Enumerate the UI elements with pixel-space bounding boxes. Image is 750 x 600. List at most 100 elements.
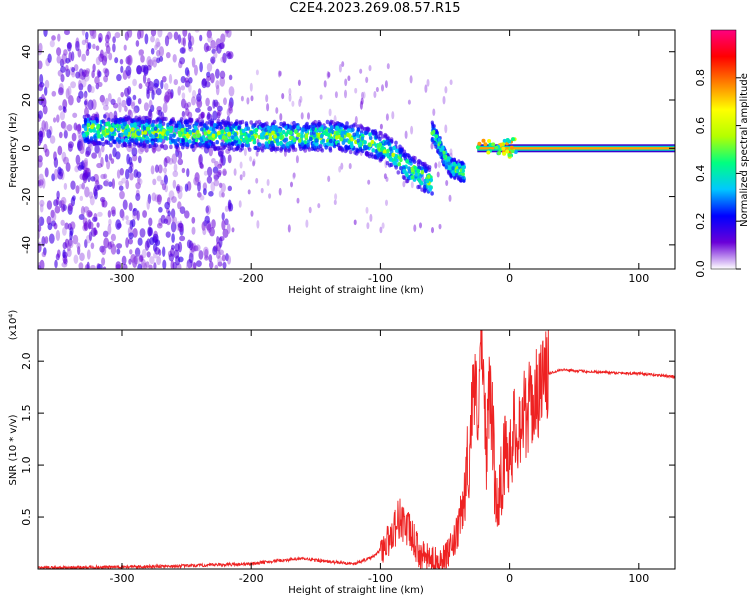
spectrogram-cell — [164, 201, 171, 210]
spectrogram-cell — [157, 164, 163, 174]
spectrogram-cell — [168, 253, 175, 262]
spectrogram-cell — [268, 132, 273, 137]
spectrogram-cell — [198, 141, 202, 147]
spectrogram-cell — [83, 126, 88, 132]
spectrogram-cell — [98, 32, 103, 43]
spectrogram-cell — [147, 129, 152, 135]
spectrogram-cell — [46, 129, 52, 139]
spectrogram-cell — [121, 210, 125, 221]
spectrogram-cell — [128, 258, 132, 265]
spectrogram-cell — [197, 181, 201, 192]
spectrogram-cell — [161, 75, 167, 83]
spectrogram-cell — [185, 142, 190, 147]
spectrogram-cell — [58, 87, 64, 96]
spectrogram-cell — [410, 125, 414, 135]
spectrogram-cell — [87, 42, 92, 50]
spectrogram-cell — [334, 193, 338, 201]
spectrogram-cell — [359, 68, 363, 74]
spectrogram-cell — [303, 148, 308, 153]
spectrogram-cell — [153, 137, 158, 143]
spectrogram-cell — [319, 94, 323, 100]
spectrogram-cell — [81, 182, 86, 190]
spectrogram-cell — [104, 97, 109, 107]
spectrogram-cell — [227, 132, 231, 137]
spectrogram-cell — [150, 48, 155, 55]
spectrogram-cell — [38, 242, 42, 253]
spectrogram-cell — [38, 110, 43, 119]
spectrogram-cell — [203, 123, 207, 128]
spectrogram-cell — [124, 129, 128, 134]
spectrogram-cell — [44, 167, 49, 178]
spectrogram-cell — [481, 138, 486, 143]
spectrogram-cell — [117, 139, 122, 145]
spectrogram-cell — [213, 99, 219, 107]
spectrogram-cell — [501, 146, 506, 151]
spectrogram-cell — [122, 142, 127, 147]
spectrogram-cell — [142, 144, 147, 149]
spectrogram-cell — [331, 120, 335, 125]
spectrogram-cell — [281, 143, 286, 148]
spectrogram-cell — [103, 114, 107, 119]
spectrogram-cell — [105, 122, 109, 127]
spectrogram-cell — [90, 30, 95, 40]
y-tick-label: 1.0 — [20, 456, 33, 474]
spectrogram-cell — [239, 134, 243, 140]
spectrogram-cell — [233, 168, 237, 176]
spectrogram-cell — [461, 175, 465, 180]
spectrogram-cell — [42, 104, 48, 115]
spectrogram-cell — [315, 141, 319, 147]
spectrogram-cell — [256, 219, 260, 229]
spectrogram-cell — [169, 128, 173, 133]
spectrogram-cell — [182, 30, 188, 38]
spectrogram-cell — [199, 194, 205, 201]
spectrogram-cell — [300, 134, 304, 139]
spectrogram-cell — [461, 168, 465, 173]
spectrogram-cell — [88, 191, 94, 199]
spectrogram-cell — [181, 137, 185, 143]
spectrogram-cell — [138, 49, 143, 57]
spectrogram-cell — [447, 161, 451, 166]
spectrogram-cell — [57, 33, 61, 42]
snr-x-axis: -300 -200 -100 0 100 — [110, 330, 649, 585]
spectrogram-cell — [38, 224, 42, 232]
spectrogram-cell — [203, 170, 208, 176]
spectrogram-cell — [266, 103, 270, 112]
spectrogram-cell — [257, 142, 262, 147]
spectrogram-cell — [219, 70, 226, 79]
spectrogram-cell — [132, 207, 138, 216]
spectrogram-cell — [54, 205, 61, 214]
x-tick-label: 0 — [506, 272, 513, 285]
y-tick-label: 40 — [20, 45, 33, 59]
spectrogram-cell — [102, 230, 109, 238]
spectrogram-cell — [231, 142, 235, 147]
spectrogram-cell — [275, 107, 279, 114]
spectrogram-cell — [84, 239, 88, 249]
spectrogram-cell — [178, 124, 182, 129]
spectrogram-cell — [83, 70, 90, 77]
spectrogram-cell — [58, 131, 63, 139]
spectrogram-cell — [287, 224, 291, 233]
spectrogram-cell — [238, 120, 242, 125]
spectrogram-cell — [213, 179, 220, 187]
spectrogram-cell — [379, 123, 383, 130]
spectrogram-cell — [209, 261, 214, 269]
spectrogram-cell — [213, 51, 218, 59]
spectrogram-cell — [448, 194, 452, 202]
spectrogram-cell — [44, 236, 49, 244]
spectrogram-cell — [87, 171, 91, 183]
spectrogram-cell — [292, 120, 296, 126]
spectrogram-cell — [196, 133, 201, 139]
spectrogram-cell — [130, 138, 134, 143]
spectrogram-cell — [405, 172, 409, 177]
spectrogram-cell — [334, 135, 339, 140]
spectrogram-cell — [212, 166, 219, 174]
spectrogram-cell — [172, 170, 179, 178]
snr-x-axis-label: Height of straight line (km) — [288, 585, 424, 596]
spectrogram-cell — [97, 263, 103, 269]
spectrogram-cell — [449, 79, 453, 86]
spectrogram-cell — [103, 104, 109, 111]
spectrogram-cell — [321, 138, 326, 143]
spectrogram-cell — [107, 241, 112, 250]
spectrogram-cell — [158, 133, 163, 139]
